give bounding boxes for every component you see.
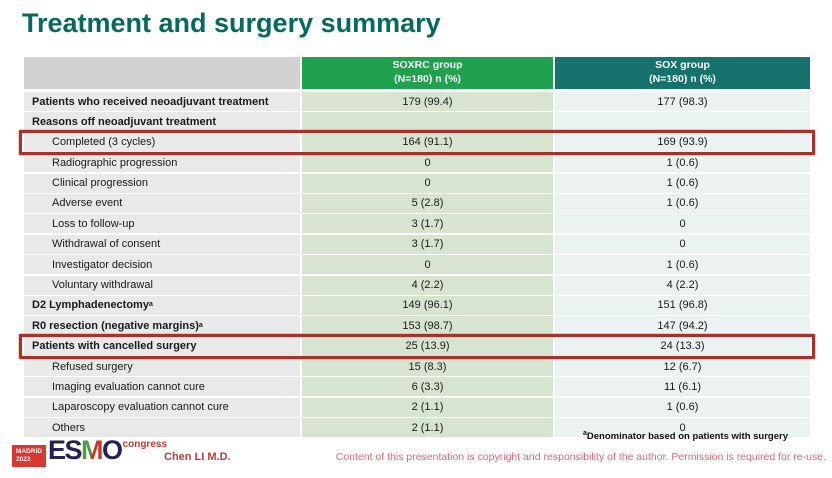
sox-value: 0 [555, 234, 810, 254]
soxrc-value: 2 (1.1) [302, 418, 553, 438]
soxrc-value: 6 (3.3) [302, 377, 553, 397]
table-row: Laparoscopy evaluation cannot cure 2 (1.1… [24, 397, 810, 417]
slide-title: Treatment and surgery summary [22, 8, 441, 38]
sox-value: 1 (0.6) [555, 153, 810, 173]
row-label: Patients with cancelled surgery [24, 336, 300, 356]
esmo-congress-logo: MADRID 2023 ESMO congress [12, 435, 168, 467]
sox-value: 1 (0.6) [555, 397, 810, 417]
row-label: Radiographic progression [24, 153, 300, 173]
soxrc-value: 164 (91.1) [302, 132, 553, 152]
sox-value: 24 (13.3) [555, 336, 810, 356]
row-label: Patients who received neoadjuvant treatm… [24, 92, 300, 111]
sox-value: 1 (0.6) [555, 193, 810, 213]
row-label: Laparoscopy evaluation cannot cure [24, 397, 300, 417]
esmo-letter-s: S [64, 435, 83, 465]
table-row: Voluntary withdrawal 4 (2.2) 4 (2.2) [24, 275, 810, 295]
soxrc-value: 149 (96.1) [302, 295, 553, 315]
column-header-sox: SOX group (N=180) n (%) [555, 57, 810, 89]
soxrc-value: 0 [302, 173, 553, 193]
sox-value: 1 (0.6) [555, 173, 810, 193]
esmo-letter-m: M [81, 435, 104, 465]
logo-year: 2023 [16, 455, 31, 463]
soxrc-value: 3 (1.7) [302, 214, 553, 234]
table-row: Reasons off neoadjuvant treatment [24, 112, 810, 132]
table-header-corner [24, 57, 300, 89]
table-row: Adverse event 5 (2.8) 1 (0.6) [24, 193, 810, 213]
soxrc-value: 179 (99.4) [302, 92, 553, 111]
table-row: Others 2 (1.1) 0 [24, 418, 810, 438]
sox-value: 4 (2.2) [555, 275, 810, 295]
table-footnote: aDenominator based on patients with surg… [582, 429, 788, 442]
column-header-soxrc-name: SOXRC group [392, 59, 463, 72]
row-label: Imaging evaluation cannot cure [24, 377, 300, 397]
sox-value: 147 (94.2) [555, 316, 810, 336]
row-label: Withdrawal of consent [24, 234, 300, 254]
table-row: Completed (3 cycles) 164 (91.1) 169 (93.9) [19, 129, 815, 155]
table-row: Clinical progression 0 1 (0.6) [24, 173, 810, 193]
row-label: Adverse event [24, 193, 300, 213]
row-label: Reasons off neoadjuvant treatment [24, 112, 300, 132]
sox-value: 11 (6.1) [555, 377, 810, 397]
table-row: D2 Lymphadenectomy a 149 (96.1) 151 (96.8) [24, 295, 810, 315]
table-body: Patients who received neoadjuvant treatm… [19, 92, 815, 438]
logo-city: MADRID [16, 448, 42, 455]
table-row: R0 resection (negative margins) a 153 (98.… [24, 316, 810, 336]
sox-value: 169 (93.9) [555, 132, 810, 152]
soxrc-value: 15 (8.3) [302, 357, 553, 377]
table-row: Loss to follow-up 3 (1.7) 0 [24, 214, 810, 234]
table-row: Investigator decision 0 1 (0.6) [24, 255, 810, 275]
row-label: Completed (3 cycles) [24, 132, 300, 152]
column-header-sox-sub: (N=180) n (%) [649, 73, 716, 85]
table-row: Imaging evaluation cannot cure 6 (3.3) 11 … [24, 377, 810, 397]
esmo-wordmark: ESMO [48, 435, 123, 465]
row-label: R0 resection (negative margins) a [24, 316, 300, 336]
table-header-row: SOXRC group (N=180) n (%) SOX group (N=1… [24, 57, 810, 89]
author-name: Chen LI M.D. [164, 451, 231, 463]
column-header-soxrc: SOXRC group (N=180) n (%) [302, 57, 553, 89]
row-label: D2 Lymphadenectomy a [24, 295, 300, 315]
soxrc-value: 3 (1.7) [302, 234, 553, 254]
sox-value: 12 (6.7) [555, 357, 810, 377]
table-row: Radiographic progression 0 1 (0.6) [24, 153, 810, 173]
soxrc-value [302, 112, 553, 132]
esmo-letter-o: O [102, 435, 123, 465]
footnote-marker: a [582, 429, 587, 437]
table-row: Patients with cancelled surgery 25 (13.9)… [19, 333, 815, 359]
row-label: Clinical progression [24, 173, 300, 193]
table-row: Refused surgery 15 (8.3) 12 (6.7) [24, 357, 810, 377]
sox-value: 0 [555, 418, 810, 438]
soxrc-value: 5 (2.8) [302, 193, 553, 213]
soxrc-value: 0 [302, 255, 553, 275]
sox-value: 177 (98.3) [555, 92, 810, 111]
table-row: Withdrawal of consent 3 (1.7) 0 [24, 234, 810, 254]
sox-value: 151 (96.8) [555, 295, 810, 315]
row-label: Voluntary withdrawal [24, 275, 300, 295]
soxrc-value: 4 (2.2) [302, 275, 553, 295]
row-label: Loss to follow-up [24, 214, 300, 234]
summary-table: SOXRC group (N=180) n (%) SOX group (N=1… [19, 57, 815, 439]
column-header-sox-name: SOX group [655, 59, 710, 72]
congress-label: congress [122, 439, 168, 450]
row-label: Others [24, 418, 300, 438]
footnote-text: Denominator based on patients with surge… [586, 431, 788, 442]
soxrc-value: 2 (1.1) [302, 397, 553, 417]
soxrc-value: 153 (98.7) [302, 316, 553, 336]
column-header-soxrc-sub: (N=180) n (%) [394, 73, 461, 85]
esmo-letter-e: E [48, 435, 66, 465]
soxrc-value: 25 (13.9) [302, 336, 553, 356]
soxrc-value: 0 [302, 153, 553, 173]
sox-value: 0 [555, 214, 810, 234]
sox-value: 1 (0.6) [555, 255, 810, 275]
row-label: Investigator decision [24, 255, 300, 275]
row-label: Refused surgery [24, 357, 300, 377]
madrid-2023-badge: MADRID 2023 [12, 445, 46, 467]
sox-value [555, 112, 810, 132]
copyright-notice: Content of this presentation is copyrigh… [335, 451, 826, 463]
table-row: Patients who received neoadjuvant treatm… [24, 92, 810, 111]
